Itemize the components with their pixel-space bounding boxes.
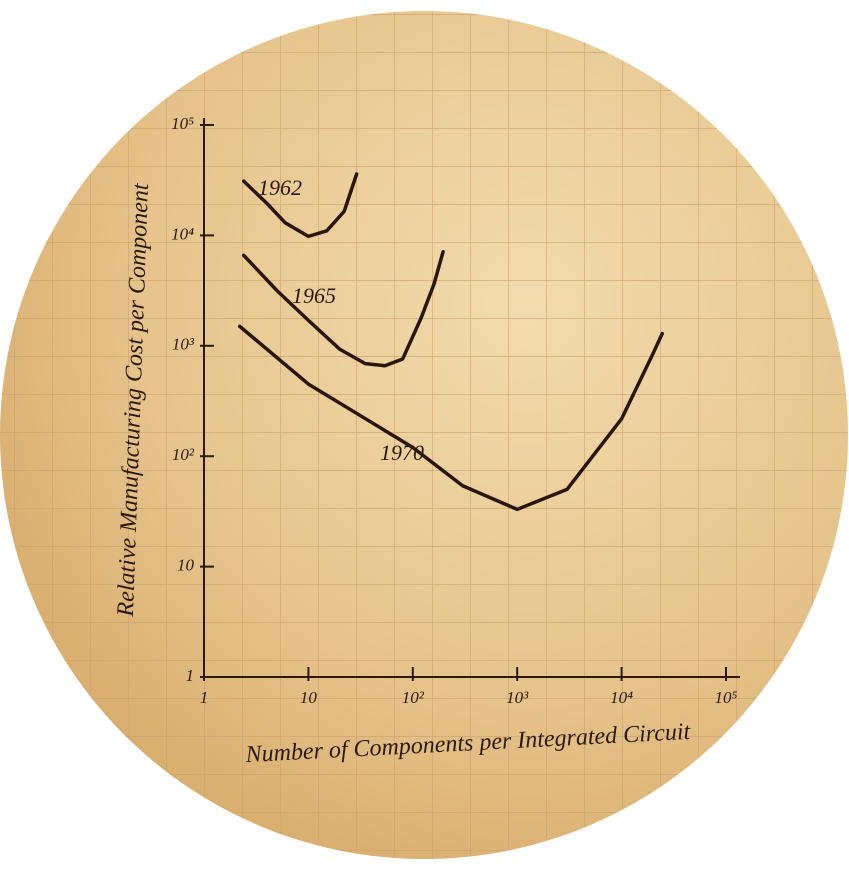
x-tick-label: 1 xyxy=(200,688,209,707)
x-tick-label: 10⁵ xyxy=(715,688,738,707)
x-tick-label: 10 xyxy=(300,688,318,707)
y-tick-label: 1 xyxy=(186,666,195,685)
y-tick-label: 10 xyxy=(177,556,195,575)
y-tick-label: 10² xyxy=(172,445,195,464)
x-tick-label: 10³ xyxy=(506,688,529,707)
chart: Number of Components per Integrated Circ… xyxy=(0,0,849,870)
series-label: 1965 xyxy=(292,283,336,308)
y-tick-label: 10⁵ xyxy=(171,114,194,133)
x-tick-label: 10⁴ xyxy=(610,688,633,707)
y-tick-label: 10³ xyxy=(172,335,195,354)
y-tick-label: 10⁴ xyxy=(171,224,194,243)
series-label: 1970 xyxy=(380,440,424,465)
x-tick-label: 10² xyxy=(402,688,425,707)
series-label: 1962 xyxy=(258,175,302,200)
